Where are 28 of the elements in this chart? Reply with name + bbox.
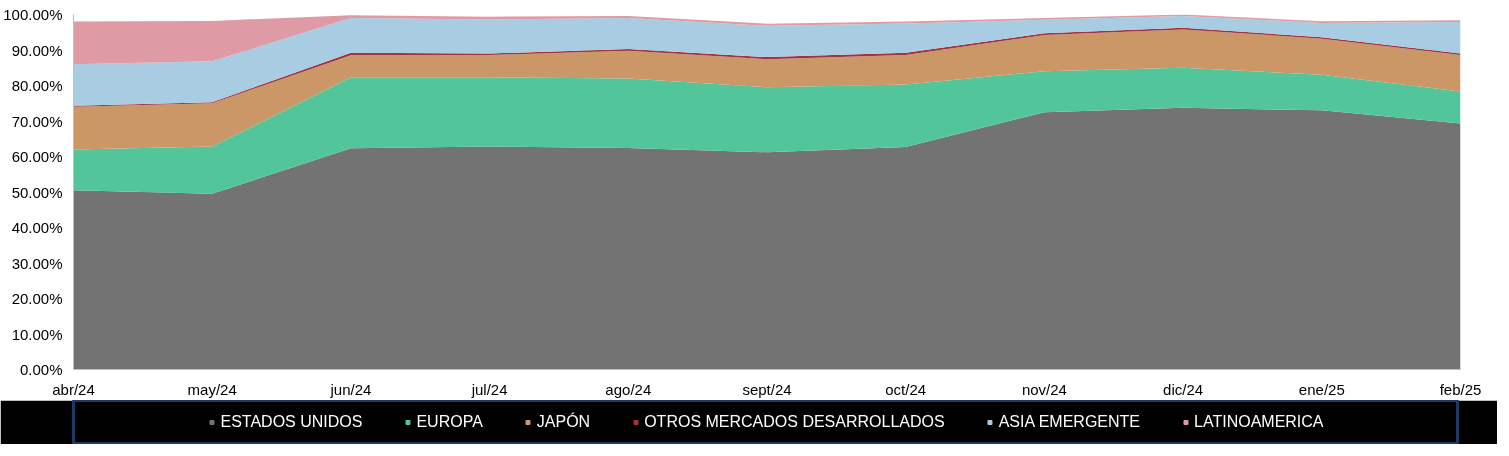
x-tick-label: jul/24 — [470, 380, 508, 398]
y-tick-label: 10.00% — [11, 325, 63, 343]
y-tick-label: 60.00% — [11, 148, 63, 165]
x-tick-label: jun/24 — [329, 380, 372, 398]
x-tick-label: nov/24 — [1021, 380, 1067, 398]
x-tick-label: oct/24 — [885, 380, 927, 398]
y-tick-label: 50.00% — [11, 183, 63, 201]
x-tick-label: dic/24 — [1163, 380, 1204, 398]
x-tick-label: ago/24 — [605, 380, 652, 398]
y-tick-label: 80.00% — [11, 77, 63, 94]
legend-label: OTROS MERCADOS DESARROLLADOS — [644, 413, 945, 431]
y-tick-label: 90.00% — [11, 41, 63, 59]
x-tick-label: ene/25 — [1298, 380, 1345, 398]
x-tick-label: sept/24 — [742, 380, 792, 398]
y-tick-label: 100.00% — [3, 6, 63, 23]
legend-label: ASIA EMERGENTE — [998, 413, 1141, 431]
y-tick-label: 70.00% — [11, 112, 63, 130]
y-tick-label: 20.00% — [11, 290, 63, 307]
legend-label: JAPÓN — [536, 413, 591, 431]
y-tick-label: 40.00% — [11, 219, 63, 236]
x-tick-label: may/24 — [187, 380, 237, 398]
y-tick-label: 0.00% — [19, 361, 63, 378]
legend-label: LATINOAMERICA — [1194, 413, 1324, 431]
y-tick-label: 30.00% — [11, 254, 63, 272]
x-tick-label: feb/25 — [1439, 380, 1482, 398]
x-tick-label: abr/24 — [52, 380, 95, 398]
legend-label: EUROPA — [416, 413, 483, 431]
legend-label: ESTADOS UNIDOS — [220, 413, 363, 431]
